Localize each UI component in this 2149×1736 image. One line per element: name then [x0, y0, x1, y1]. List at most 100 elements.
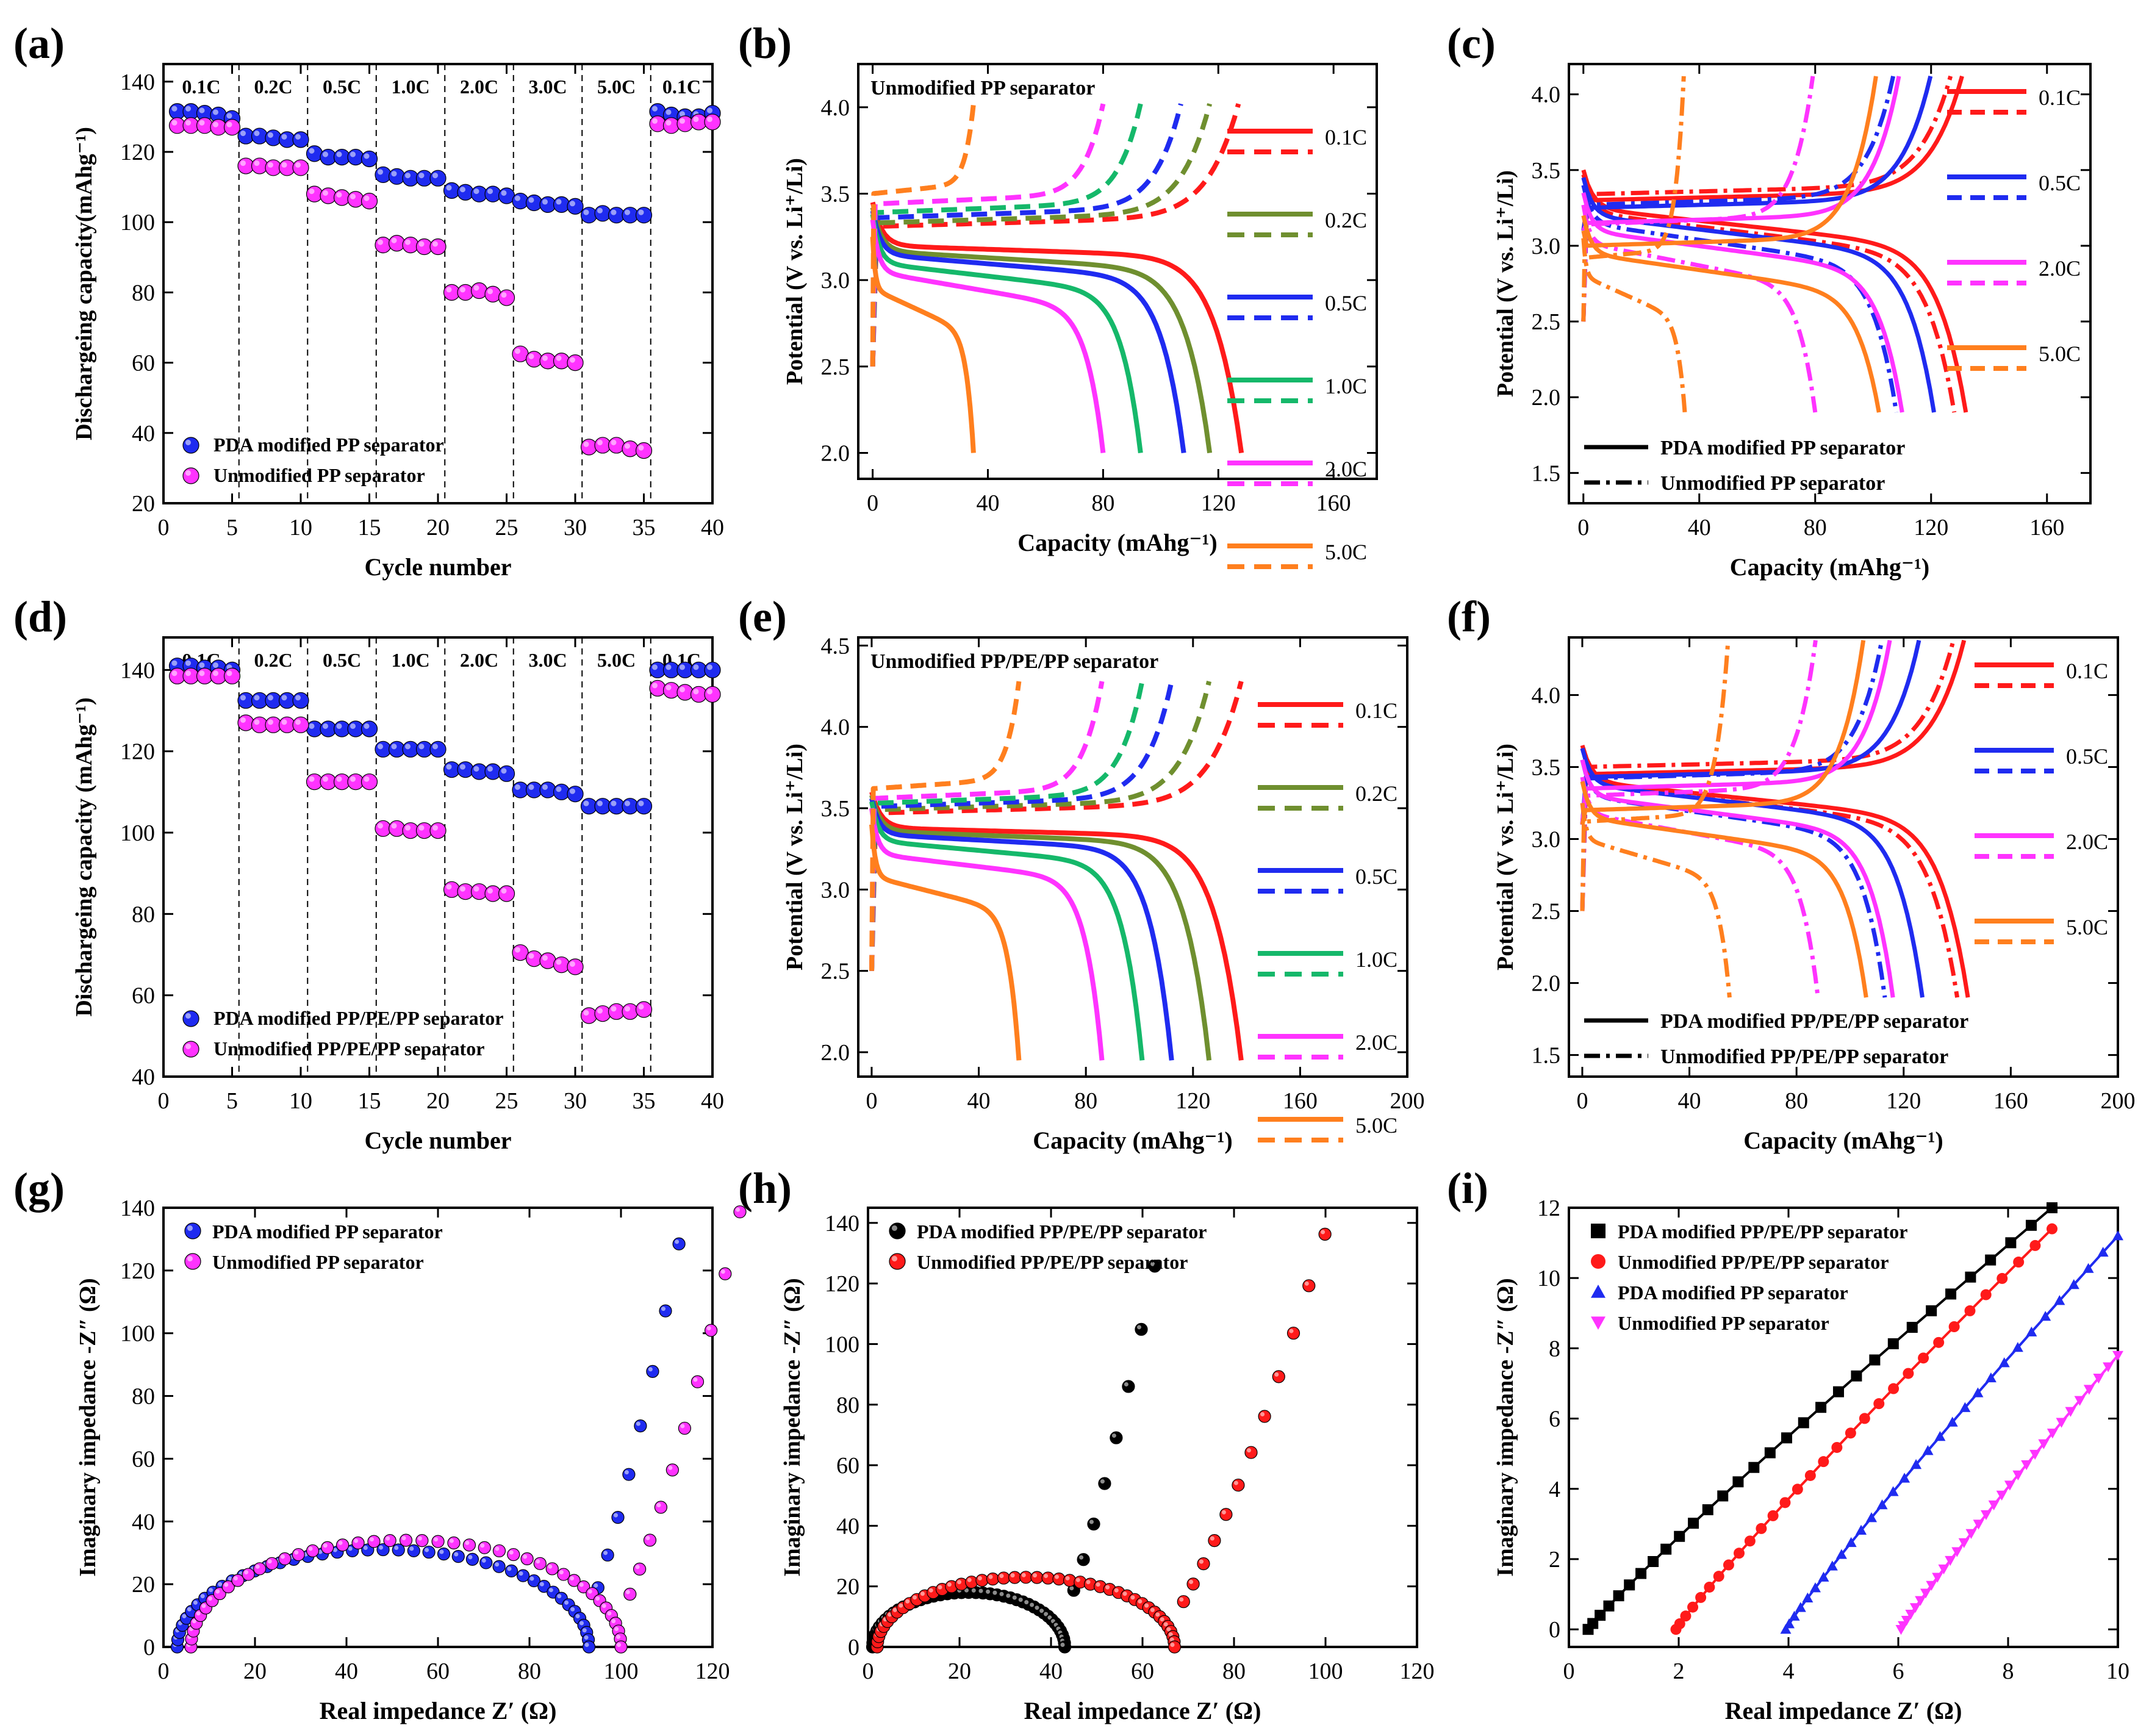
nyquist-point-red-shine: [1044, 1574, 1049, 1579]
nyquist-point-magenta: [278, 1552, 292, 1566]
nyquist-point-magenta-shine: [570, 1576, 575, 1580]
chart-i: 0 2 4 6 8 10 0 2 4 6 8 10 12 Real impedance Z′ (Ω) Ima…: [1493, 1196, 2129, 1724]
nyquist-point-magenta-shine: [480, 1543, 485, 1548]
data-point-blue-shine: [418, 173, 425, 179]
data-point-square: [1798, 1417, 1809, 1429]
data-point-magenta: [306, 185, 323, 203]
data-point-blue-shine: [666, 664, 672, 670]
data-point-magenta: [388, 820, 406, 837]
data-point-circle: [2047, 1223, 2058, 1235]
y-tick-label: 140: [120, 658, 155, 683]
nyquist-point-red-shine: [1105, 1585, 1110, 1590]
panel-label-d: (d): [13, 592, 67, 641]
nyquist-tail-blue: [611, 1510, 625, 1524]
nyquist-tail-red-shine: [1210, 1536, 1214, 1541]
nyquist-point-blue: [465, 1552, 479, 1566]
data-point-blue-shine: [514, 195, 520, 201]
nyquist-point-blue-shine: [495, 1562, 500, 1567]
data-point-blue-shine: [679, 111, 685, 117]
data-point-blue-shine: [459, 764, 465, 770]
y-tick-label: 2.5: [821, 959, 850, 985]
data-point-square: [1985, 1254, 1997, 1266]
data-point-magenta: [375, 237, 392, 254]
rate-label: 0.2C: [254, 76, 292, 98]
discharge-curve-0.5C: [869, 798, 1174, 1061]
charge-curve-2.0C: [870, 103, 1106, 367]
y-axis-label: Potential (V vs. Li⁺/Li): [1493, 744, 1518, 970]
data-point-magenta: [196, 117, 213, 134]
x-tick-label: 120: [1886, 1088, 1921, 1114]
legend-marker-shine: [187, 1225, 193, 1231]
y-tick-label: 3.5: [1532, 158, 1561, 184]
data-point-magenta-shine: [350, 776, 356, 782]
x-tick-label: 40: [1678, 1088, 1701, 1114]
legend-label: Unmodified PP/PE/PP separator: [213, 1038, 484, 1060]
un-discharge-5.0C: [1581, 238, 1687, 413]
data-point-triangle-up: [1826, 1560, 1838, 1571]
nyquist-point-blue-shine: [518, 1571, 523, 1576]
data-point-magenta-shine: [693, 116, 699, 123]
nyquist-point-blue-shine: [379, 1545, 383, 1550]
nyquist-point-magenta-shine: [354, 1538, 359, 1543]
legend-marker-shine: [891, 1225, 897, 1231]
x-tick-label: 40: [977, 490, 1000, 516]
y-tick-label: 80: [132, 280, 155, 306]
data-point-magenta-shine: [391, 823, 397, 829]
nyquist-point-blue-shine: [193, 1600, 198, 1605]
nyquist-point-red: [1052, 1573, 1066, 1586]
data-point-triangle-up: [1887, 1486, 1899, 1496]
legend-label: PDA modified PP/PE/PP separator: [1618, 1221, 1908, 1243]
data-point-magenta-shine: [487, 289, 493, 295]
x-tick-label: 2: [1673, 1659, 1685, 1684]
data-point-triangle-up: [1856, 1524, 1867, 1535]
nyquist-point-red-shine: [892, 1607, 897, 1612]
data-point-triangle-down: [1996, 1490, 2007, 1501]
nyquist-tail-red: [1244, 1446, 1258, 1459]
nyquist-point-blue-shine: [557, 1594, 562, 1599]
data-point-blue-shine: [446, 764, 452, 770]
legend-label: PDA modified PP/PE/PP separator: [917, 1221, 1207, 1243]
nyquist-point-black-shine: [1006, 1593, 1011, 1598]
data-point-triangle-up: [1802, 1592, 1814, 1602]
x-tick-label: 5: [226, 515, 238, 540]
nyquist-point-magenta-shine: [280, 1554, 285, 1559]
data-point-blue-shine: [281, 134, 287, 140]
data-point-magenta-shine: [199, 670, 205, 676]
nyquist-tail-magenta: [633, 1562, 647, 1576]
data-point-triangle-up: [2026, 1326, 2037, 1336]
nyquist-point-blue: [422, 1545, 436, 1559]
data-point-blue-shine: [377, 744, 383, 750]
data-point-magenta-shine: [459, 287, 465, 293]
y-tick-label: 2.0: [821, 441, 850, 467]
data-point-blue-shine: [569, 788, 575, 794]
x-tick-label: 20: [426, 1088, 450, 1114]
data-point-circle: [1873, 1398, 1885, 1410]
chart-c: 0 40 80 120 160 1.5 2.0 2.5 3.0 3.5 4.0 Capacity (m…: [1493, 63, 2092, 581]
data-point-blue-shine: [651, 106, 658, 112]
nyquist-point-black-shine: [1030, 1602, 1035, 1607]
data-point-magenta: [361, 773, 378, 791]
nyquist-point-blue: [492, 1560, 506, 1573]
nyquist-point-blue-shine: [529, 1576, 534, 1581]
data-point-magenta-shine: [624, 443, 630, 449]
data-point-blue-shine: [473, 188, 479, 195]
x-tick-label: 0: [1577, 515, 1589, 540]
data-point-magenta-shine: [295, 719, 301, 725]
nyquist-point-magenta: [533, 1557, 547, 1570]
nyquist-point-red-shine: [1150, 1607, 1155, 1612]
data-point-magenta: [704, 113, 721, 131]
data-point-magenta-shine: [473, 886, 479, 892]
data-point-circle: [1997, 1272, 2008, 1284]
charge-curve-1.0C: [869, 681, 1145, 971]
nyquist-point-black-shine: [1024, 1600, 1029, 1605]
y-tick-label: 40: [132, 1064, 155, 1090]
nyquist-tail-red-shine: [1246, 1448, 1251, 1453]
x-tick-label: 10: [289, 1088, 312, 1114]
y-tick-label: 80: [132, 902, 155, 927]
rate-label: 5.0C: [597, 76, 636, 98]
data-point-blue: [457, 761, 474, 778]
nyquist-point-magenta-shine: [308, 1546, 313, 1551]
data-point-magenta: [484, 285, 501, 303]
data-point-circle: [1756, 1523, 1767, 1534]
x-tick-label: 80: [1785, 1088, 1808, 1114]
